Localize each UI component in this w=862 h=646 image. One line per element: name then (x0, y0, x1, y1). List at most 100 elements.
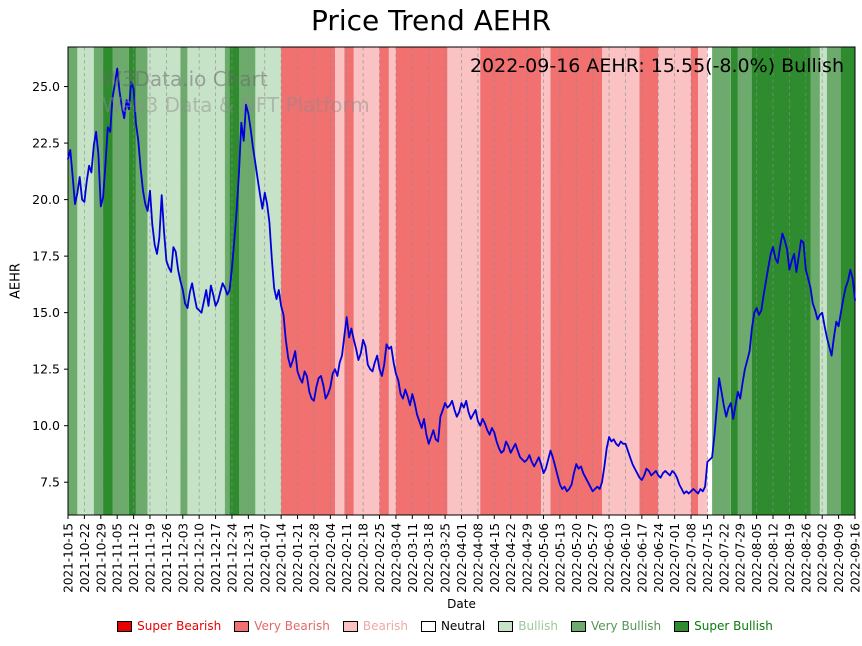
sentiment-band-bearish (353, 47, 380, 515)
x-tick-label: 2021-11-19 (143, 523, 157, 593)
x-tick-label: 2021-10-22 (78, 523, 92, 593)
legend-swatch-super-bullish (674, 620, 690, 632)
sentiment-band-super_bullish (730, 47, 738, 515)
x-tick-label: 2021-12-03 (176, 523, 190, 593)
y-tick-label: 17.5 (32, 249, 60, 264)
x-tick-label: 2022-08-12 (767, 523, 781, 593)
sentiment-band-super_bullish (103, 47, 113, 515)
sentiment-band-super_bullish (751, 47, 811, 515)
legend-swatch-neutral (420, 620, 436, 632)
legend-swatch-super-bearish (117, 620, 133, 632)
x-tick-label: 2022-07-01 (668, 523, 682, 593)
sentiment-band-very_bearish (281, 47, 335, 515)
legend-item-bullish: Bullish (498, 619, 558, 633)
sentiment-band-very_bullish (826, 47, 841, 515)
x-tick-label: 2022-04-29 (521, 523, 535, 593)
x-tick-label: 2022-04-22 (504, 523, 518, 593)
x-tick-label: 2022-08-26 (799, 523, 813, 593)
x-tick-label: 2022-04-08 (471, 523, 485, 593)
x-tick-label: 2022-05-06 (537, 523, 551, 593)
sentiment-band-bearish (447, 47, 481, 515)
y-axis-label: AEHR (8, 263, 24, 299)
x-tick-label: 2022-06-17 (635, 523, 649, 593)
x-tick-label: 2021-11-26 (160, 523, 174, 593)
x-tick-label: 2022-01-28 (307, 523, 321, 593)
legend-item-very-bearish: Very Bearish (234, 619, 330, 633)
y-tick-label: 22.5 (32, 136, 60, 151)
x-tick-label: 2022-07-22 (717, 523, 731, 593)
sentiment-band-bearish (335, 47, 345, 515)
sentiment-band-bearish (541, 47, 551, 515)
x-tick-label: 2022-05-27 (586, 523, 600, 593)
legend-label: Super Bullish (694, 619, 773, 633)
x-tick-label: 2022-03-18 (422, 523, 436, 593)
x-tick-label: 2022-06-03 (603, 523, 617, 593)
x-tick-label: 2022-03-04 (389, 523, 403, 593)
y-tick-label: 25.0 (32, 79, 60, 94)
y-tick-label: 10.0 (32, 418, 60, 433)
sentiment-band-very_bullish (93, 47, 104, 515)
sentiment-band-bullish (77, 47, 94, 515)
sentiment-band-super_bullish (229, 47, 239, 515)
x-tick-label: 2022-01-14 (275, 523, 289, 593)
x-tick-label: 2021-11-12 (127, 523, 141, 593)
plot-border (67, 46, 856, 516)
legend-label: Bullish (518, 619, 558, 633)
x-tick-label: 2021-12-10 (193, 523, 207, 593)
sentiment-band-very_bullish (224, 47, 230, 515)
x-tick-label: 2022-04-15 (488, 523, 502, 593)
x-tick-label: 2022-08-19 (783, 523, 797, 593)
latest-price-annotation: 2022-09-16 AEHR: 15.55(-8.0%) Bullish (469, 55, 844, 77)
legend-label: Neutral (440, 619, 486, 633)
x-tick-label: 2022-05-20 (570, 523, 584, 593)
legend-swatch-bearish (342, 620, 358, 632)
x-tick-label: 2021-10-15 (62, 523, 76, 593)
sentiment-band-bullish (187, 47, 225, 515)
legend-item-very-bullish: Very Bullish (570, 619, 662, 633)
sentiment-band-very_bullish (239, 47, 256, 515)
sentiment-band-very_bearish (379, 47, 389, 515)
x-tick-label: 2022-06-24 (652, 523, 666, 593)
legend-label: Super Bearish (137, 619, 222, 633)
x-tick-label: 2022-09-02 (816, 523, 830, 593)
y-tick-label: 15.0 (32, 305, 60, 320)
sentiment-band-bearish (698, 47, 708, 515)
sentiment-band-very_bullish (810, 47, 820, 515)
x-tick-label: 2022-02-04 (324, 523, 338, 593)
x-tick-label: 2021-12-24 (225, 523, 239, 593)
x-tick-label: 2022-02-18 (357, 523, 371, 593)
x-tick-label: 2022-02-11 (340, 523, 354, 593)
legend-swatch-bullish (498, 620, 514, 632)
x-tick-label: 2022-09-16 (849, 523, 862, 593)
x-tick-label: 2022-08-05 (750, 523, 764, 593)
sentiment-band-very_bullish (135, 47, 148, 515)
x-tick-label: 2022-03-11 (406, 523, 420, 593)
x-tick-label: 2022-06-10 (619, 523, 633, 593)
x-tick-label: 2021-12-17 (209, 523, 223, 593)
x-tick-label: 2022-02-25 (373, 523, 387, 593)
x-tick-label: 2022-07-08 (685, 523, 699, 593)
chart-title: Price Trend AEHR (310, 4, 552, 37)
y-tick-label: 20.0 (32, 192, 60, 207)
x-tick-label: 2021-10-29 (94, 523, 108, 593)
price-line (67, 67, 856, 495)
x-tick-label: 2022-01-21 (291, 523, 305, 593)
x-axis-label: Date (447, 597, 476, 611)
legend-item-neutral: Neutral (420, 619, 486, 633)
legend-label: Very Bearish (254, 619, 330, 633)
sentiment-band-bullish (819, 47, 827, 515)
x-tick-label: 2022-09-09 (832, 523, 846, 593)
legend-label: Bearish (362, 619, 408, 633)
sentiment-band-bearish (388, 47, 396, 515)
sentiment-band-very_bearish (344, 47, 354, 515)
legend-item-super-bullish: Super Bullish (674, 619, 773, 633)
sentiment-legend: Super Bearish Very Bearish Bearish Neutral B… (50, 619, 840, 633)
x-tick-label: 2021-12-31 (242, 523, 256, 593)
legend-label: Very Bullish (590, 619, 662, 633)
x-tick-label: 2021-11-05 (111, 523, 125, 593)
legend-swatch-very-bearish (234, 620, 250, 632)
x-tick-label: 2022-07-15 (701, 523, 715, 593)
x-tick-label: 2022-04-01 (455, 523, 469, 593)
